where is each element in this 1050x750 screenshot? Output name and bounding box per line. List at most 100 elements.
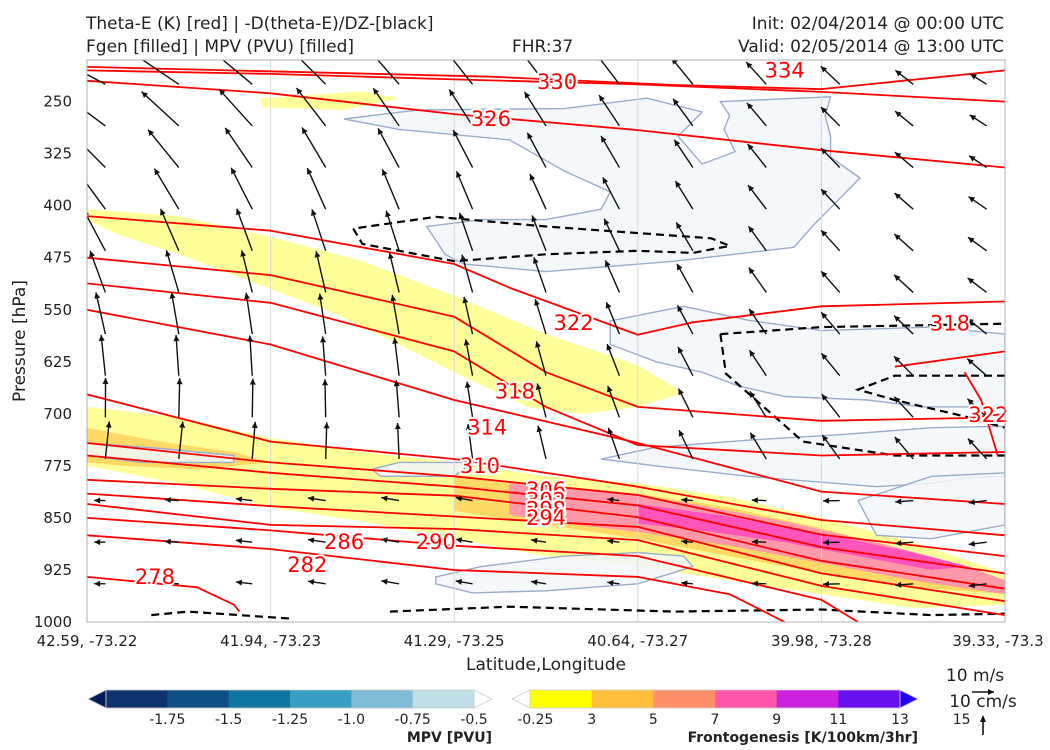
wind-vector-shaft xyxy=(464,339,474,376)
theta-e-label-9: 306 xyxy=(526,478,566,502)
wind-vector xyxy=(314,251,327,293)
colorbar-swatch xyxy=(838,690,901,708)
mpv-region-2 xyxy=(600,425,1005,488)
title-line-1: Theta-E (K) [red] | -D(theta-E)/DZ-[blac… xyxy=(86,14,434,34)
wind-vector-shaft xyxy=(100,334,107,376)
wind-vector xyxy=(748,349,767,377)
wind-vector-shaft xyxy=(531,215,547,252)
wind-vector xyxy=(968,582,987,589)
colorbar-frame xyxy=(105,689,475,709)
wind-vector-head xyxy=(968,237,975,244)
wind-vector-shaft xyxy=(300,60,327,85)
wind-vector-head xyxy=(445,50,451,57)
wind-vector xyxy=(531,579,547,586)
wind-vector-head xyxy=(87,212,90,216)
wind-vector xyxy=(820,147,841,169)
wind-vector-head xyxy=(455,579,463,585)
y-tick-label: 1000 xyxy=(34,613,72,631)
wind-vector-head xyxy=(748,185,755,192)
wind-vector-head xyxy=(314,251,321,258)
wind-vector-head xyxy=(381,578,388,585)
wind-vector-shaft xyxy=(523,91,547,127)
wind-vector xyxy=(672,60,694,85)
x-tick-label: 39.33, -73.3 xyxy=(952,632,1043,650)
wind-vector-head xyxy=(821,230,828,237)
wind-vector-head xyxy=(748,267,755,275)
wind-vector-head xyxy=(967,398,974,406)
wind-vector-head xyxy=(98,334,105,342)
wind-vector-head xyxy=(821,189,828,196)
title-line-2: Fgen [filled] | MPV (PVU) [filled] xyxy=(86,37,355,57)
colorbar-swatch xyxy=(290,690,352,708)
wind-vector-head xyxy=(821,353,828,360)
wind-vector-head xyxy=(77,171,83,178)
wind-vector-shaft xyxy=(315,251,327,293)
wind-vector-head xyxy=(368,49,374,56)
wind-vector xyxy=(164,580,179,587)
wind-vector-head xyxy=(895,540,902,547)
wind-vector xyxy=(458,212,474,252)
wind-vector xyxy=(681,497,693,504)
stability-contour-4 xyxy=(151,610,290,620)
wind-vector xyxy=(968,155,988,169)
wind-vector xyxy=(460,254,474,293)
wind-vector-head xyxy=(599,95,605,102)
wind-vector-head xyxy=(823,539,830,546)
wind-vector-head xyxy=(236,208,242,216)
wind-vector-head xyxy=(59,60,66,65)
wind-vector-shaft xyxy=(377,128,400,168)
colorbar-tick: -1.5 xyxy=(215,712,242,728)
wind-vector xyxy=(969,73,988,85)
wind-vector xyxy=(607,580,620,586)
wind-vector-head xyxy=(381,495,388,502)
wind-vector-head xyxy=(251,421,258,429)
wind-vector-shaft xyxy=(153,168,180,210)
wind-vector-head xyxy=(751,497,758,504)
wind-vector-shaft xyxy=(175,334,180,376)
wind-vector-head xyxy=(176,378,183,385)
wind-vector-head xyxy=(373,88,380,95)
wind-vector-head xyxy=(464,381,471,388)
wind-vector xyxy=(678,429,694,460)
wind-vector xyxy=(747,184,767,210)
wind-vector xyxy=(820,270,841,293)
wind-vector-head xyxy=(969,114,977,121)
wind-vector-head xyxy=(747,143,754,151)
forecast-hour: FHR:37 xyxy=(512,37,574,57)
wind-vector xyxy=(311,209,327,252)
colorbar-tick: -0.25 xyxy=(517,712,553,728)
wind-vector-head xyxy=(247,335,254,342)
wind-vector xyxy=(317,293,327,335)
wind-vector xyxy=(94,580,106,587)
wind-vector-head xyxy=(455,537,463,544)
wind-vector xyxy=(448,89,474,127)
wind-vector xyxy=(894,110,914,127)
wind-vector xyxy=(59,60,106,85)
theta-e-contour-318 xyxy=(894,350,1005,368)
colorbar-label: MPV [PVU] xyxy=(407,730,492,746)
wind-vector-head xyxy=(823,497,830,504)
wind-vector-head xyxy=(323,422,330,429)
colorbar-tick: -0.5 xyxy=(460,712,487,728)
wind-vector-head xyxy=(105,421,112,428)
mpv-region-3 xyxy=(87,442,235,464)
wind-vector xyxy=(464,381,474,418)
y-tick-label: 475 xyxy=(43,249,72,267)
wind-vector-head xyxy=(673,98,680,106)
wind-vector-head xyxy=(533,257,539,264)
wind-vector xyxy=(102,377,109,418)
wind-vector xyxy=(372,87,400,127)
theta-e-contour-278 xyxy=(87,576,241,613)
theta-e-contour-318 xyxy=(87,282,1005,457)
wind-vector-head xyxy=(531,579,538,586)
wind-vector xyxy=(240,250,253,293)
colorbar-tick: 9 xyxy=(772,712,781,728)
wind-vector-shaft xyxy=(395,380,400,418)
wind-vector xyxy=(377,128,400,168)
wind-vector-head xyxy=(822,435,829,442)
theta-e-contour-314 xyxy=(87,308,1005,505)
wind-vector-head xyxy=(240,250,247,257)
theta-e-label-14: 286 xyxy=(324,530,364,554)
wind-vector-head xyxy=(746,62,753,69)
